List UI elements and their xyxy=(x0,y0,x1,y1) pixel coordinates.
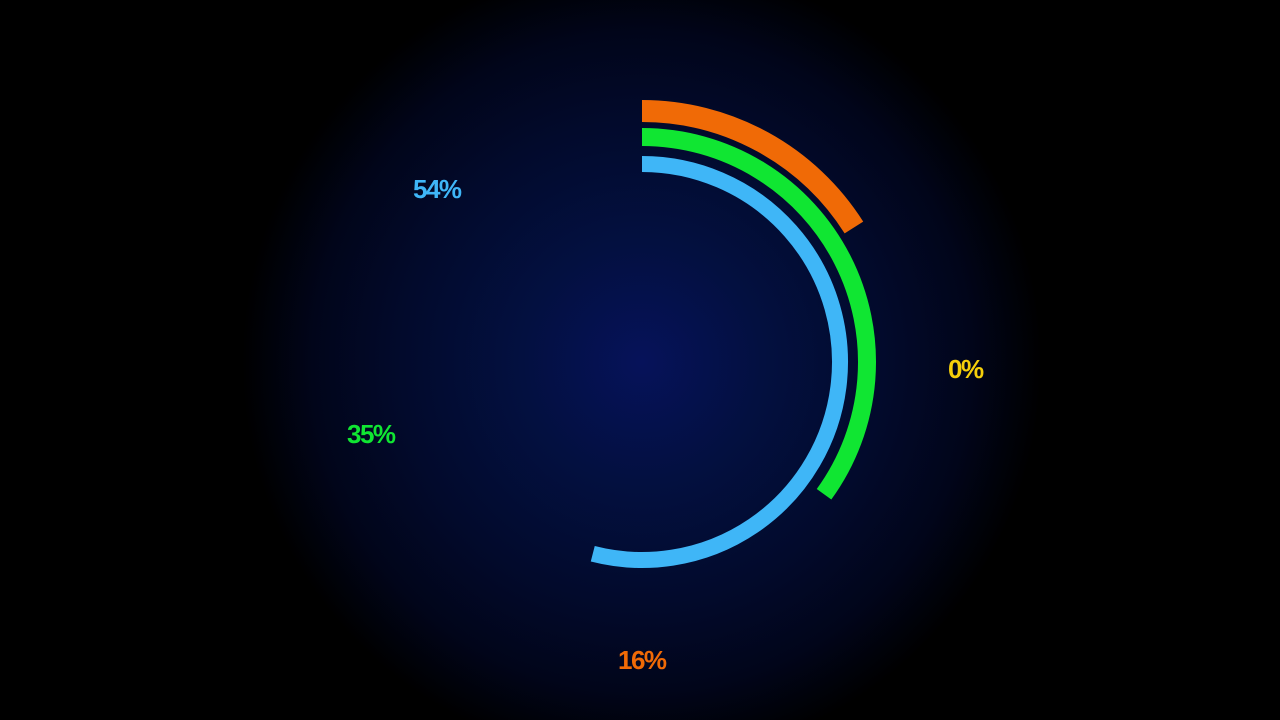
label-green: 35% xyxy=(347,419,396,449)
label-orange: 16% xyxy=(618,645,667,675)
label-yellow: 0% xyxy=(948,354,984,384)
arc-2 xyxy=(641,100,864,234)
arc-0 xyxy=(590,156,848,568)
arc-1 xyxy=(641,128,876,500)
label-blue: 54% xyxy=(413,174,462,204)
